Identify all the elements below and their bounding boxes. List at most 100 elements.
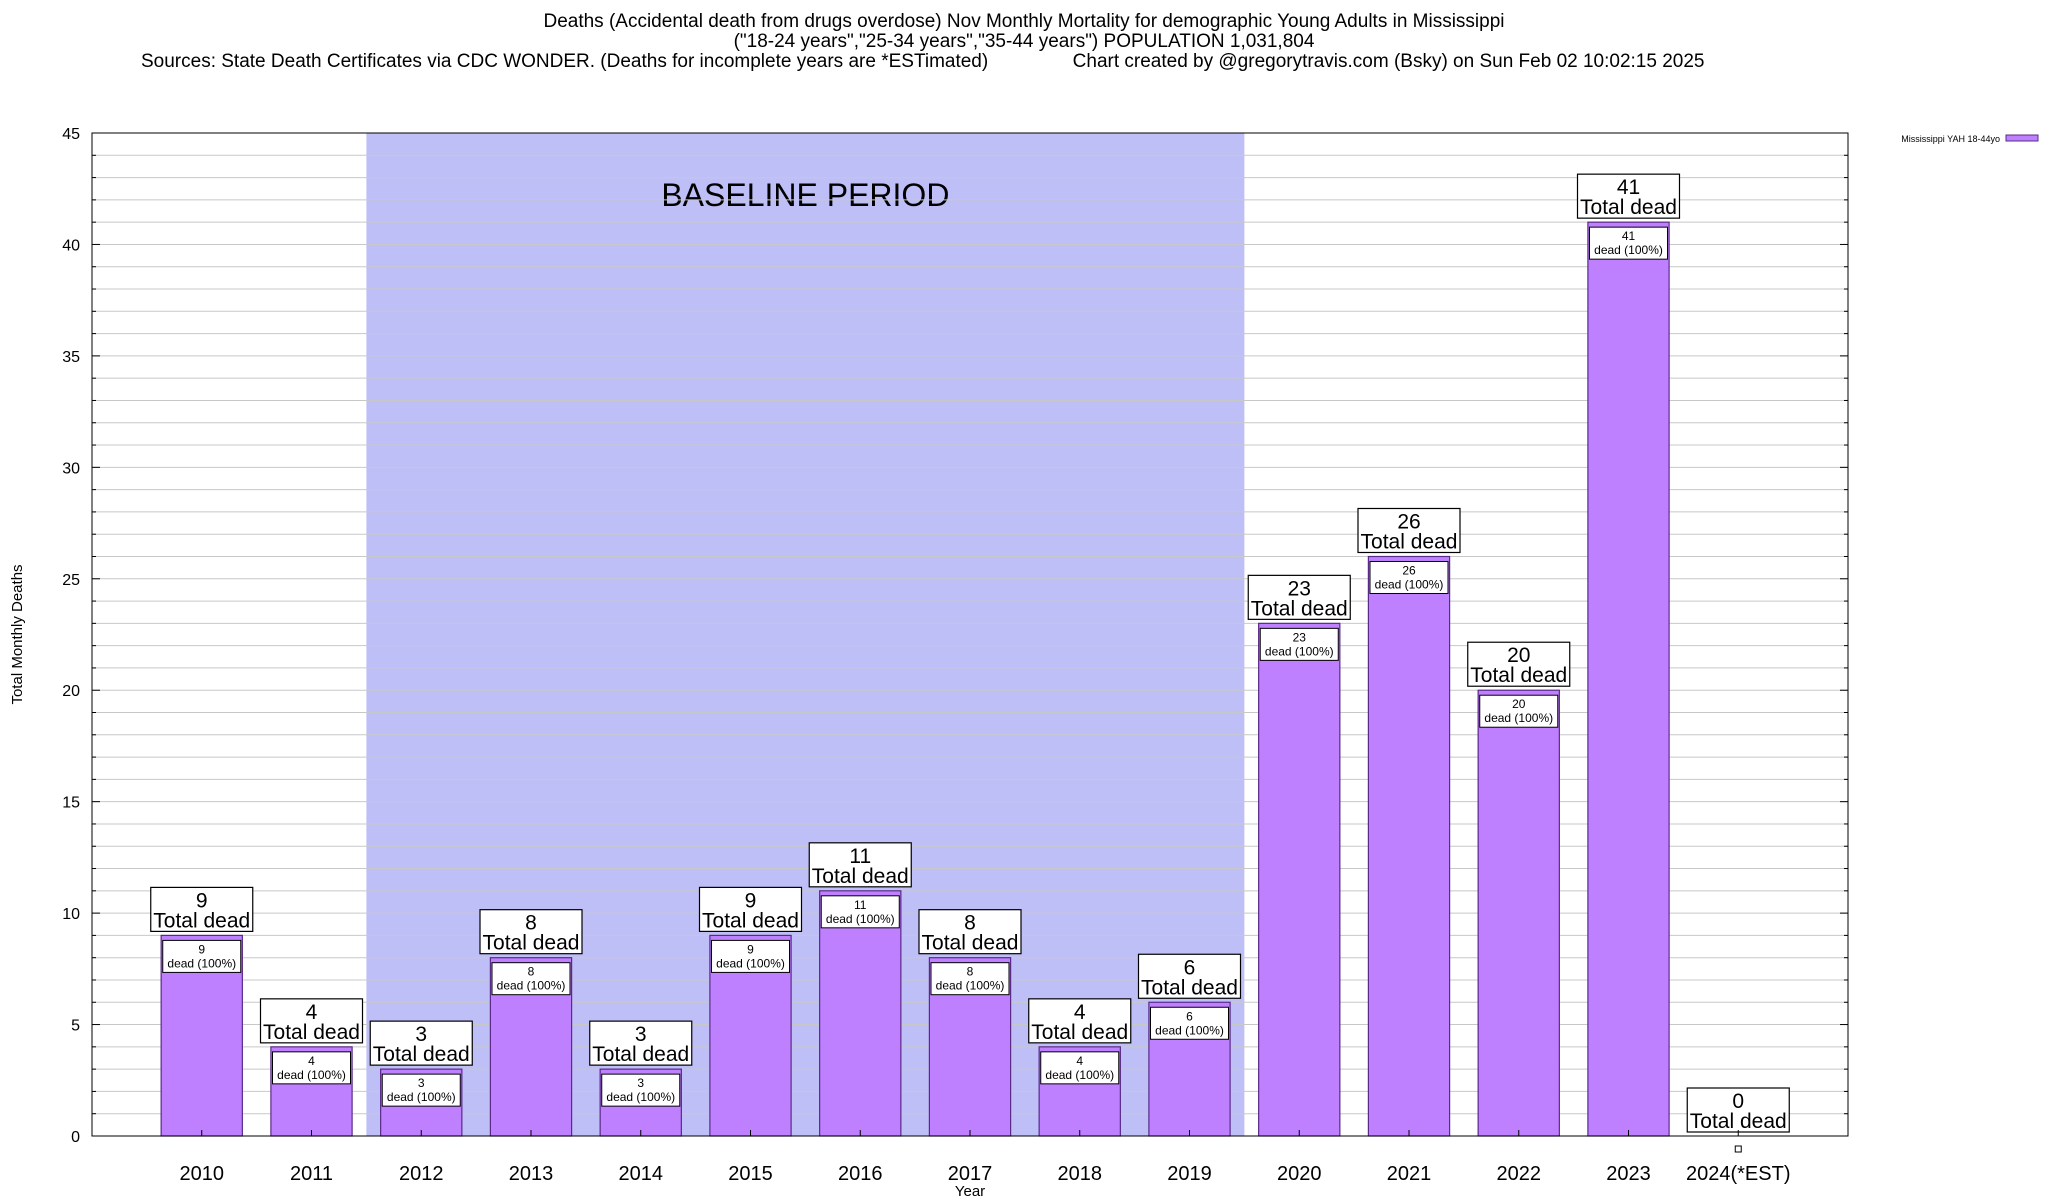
bar-inner-value: 6 bbox=[1186, 1009, 1193, 1023]
bar-inner-value: 26 bbox=[1402, 563, 1416, 577]
bar-total-value: 11 bbox=[849, 845, 871, 868]
y-tick-label: 0 bbox=[71, 1129, 80, 1146]
bar-total-label-box bbox=[1028, 998, 1132, 1044]
bar-inner-percent-label: dead (100%) bbox=[387, 1090, 456, 1104]
bar-inner-percent-label: dead (100%) bbox=[167, 956, 236, 970]
legend-swatch bbox=[2005, 134, 2039, 142]
bar-inner-label-box bbox=[272, 1051, 351, 1085]
legend-label: Mississippi YAH 18-44yo bbox=[1901, 134, 2000, 144]
bar-inner-value: 11 bbox=[854, 898, 867, 912]
x-tick-label: 2020 bbox=[1277, 1163, 1322, 1185]
chart-title-line-2: ("18-24 years","25-34 years","35-44 year… bbox=[733, 31, 1315, 52]
bar-total-caption: Total dead bbox=[153, 909, 250, 932]
bar-inner-value: 23 bbox=[1293, 630, 1307, 644]
x-tick-label: 2010 bbox=[180, 1163, 225, 1185]
bar-total-label-box bbox=[1686, 1087, 1790, 1133]
bar-total-value: 6 bbox=[1184, 956, 1196, 979]
bar-total-value: 9 bbox=[196, 889, 208, 912]
bar-total-value: 3 bbox=[415, 1023, 427, 1046]
bar-inner-label-box bbox=[601, 1073, 681, 1107]
x-tick-label: 2012 bbox=[399, 1163, 444, 1185]
bar-total-caption: Total dead bbox=[812, 865, 909, 888]
bar-inner-label-box bbox=[1589, 226, 1668, 260]
bar-total-value: 20 bbox=[1507, 644, 1530, 667]
bar-inner-label-box bbox=[1040, 1051, 1120, 1085]
bar-inner-value: 3 bbox=[418, 1076, 425, 1090]
bar-total-value: 8 bbox=[964, 912, 976, 935]
x-tick-label: 2016 bbox=[838, 1163, 883, 1185]
bar-total-value: 8 bbox=[525, 912, 537, 935]
bar-inner-label-box bbox=[1369, 560, 1449, 594]
bar-inner-percent-label: dead (100%) bbox=[1155, 1023, 1224, 1037]
x-tick-label: 2015 bbox=[728, 1163, 773, 1185]
bar-total-label-box bbox=[369, 1020, 473, 1066]
bar-inner-percent-label: dead (100%) bbox=[1045, 1068, 1114, 1082]
bar-total-value: 23 bbox=[1288, 577, 1311, 600]
bar-total-caption: Total dead bbox=[1031, 1021, 1128, 1044]
bar-total-label-box bbox=[1357, 507, 1461, 554]
bar-total-caption: Total dead bbox=[1470, 664, 1567, 687]
bar-total-caption: Total dead bbox=[1580, 196, 1677, 219]
bar-inner-label-box bbox=[711, 939, 790, 973]
bar-inner-percent-label: dead (100%) bbox=[1375, 577, 1444, 591]
bar bbox=[1587, 221, 1670, 1137]
bar-inner-label-box bbox=[930, 962, 1010, 996]
bar-total-label-box bbox=[1576, 173, 1681, 219]
bar-total-label-box bbox=[259, 998, 364, 1044]
bar-total-value: 9 bbox=[745, 889, 757, 912]
bar-total-caption: Total dead bbox=[1690, 1110, 1787, 1133]
bar-inner-label-box bbox=[491, 962, 571, 996]
bar-inner-percent-label: dead (100%) bbox=[936, 979, 1005, 993]
legend: Mississippi YAH 18-44yo bbox=[1901, 134, 2039, 144]
bar-inner-value: 4 bbox=[308, 1054, 315, 1068]
y-tick-label: 45 bbox=[62, 126, 80, 143]
bar bbox=[1477, 689, 1560, 1137]
y-tick-label: 15 bbox=[62, 795, 80, 812]
bar-total-caption: Total dead bbox=[1361, 530, 1458, 553]
bar-inner-percent-label: dead (100%) bbox=[277, 1068, 346, 1082]
bar-total-value: 3 bbox=[635, 1023, 647, 1046]
x-tick-label: 2018 bbox=[1058, 1163, 1103, 1185]
y-tick-label: 20 bbox=[62, 683, 80, 700]
bar-total-value: 26 bbox=[1397, 510, 1420, 533]
x-tick-label: 2014 bbox=[619, 1163, 664, 1185]
y-tick-label: 30 bbox=[62, 460, 80, 477]
bar-total-caption: Total dead bbox=[592, 1043, 689, 1066]
bar-total-caption: Total dead bbox=[1251, 597, 1348, 620]
bar-inner-value: 41 bbox=[1622, 229, 1636, 243]
bar-inner-label-box bbox=[1479, 694, 1559, 728]
x-tick-label: 2013 bbox=[509, 1163, 554, 1185]
bar-inner-value: 8 bbox=[528, 965, 535, 979]
chart-title-line-3: Sources: State Death Certificates via CD… bbox=[141, 51, 1705, 72]
x-tick-label: 2019 bbox=[1167, 1163, 1212, 1185]
chart-title-line-1: Deaths (Accidental death from drugs over… bbox=[543, 11, 1505, 32]
bar-total-label-box bbox=[150, 886, 254, 933]
bar-inner-label-box bbox=[1259, 627, 1339, 661]
y-axis-label: Total Monthly Deaths bbox=[9, 564, 26, 704]
x-tick-label: 2024(*EST) bbox=[1686, 1163, 1791, 1185]
bar bbox=[1367, 555, 1451, 1137]
bar-total-value: 4 bbox=[1074, 1001, 1086, 1024]
y-tick-label: 25 bbox=[62, 572, 80, 589]
baseline-band-label: BASELINE PERIOD bbox=[661, 177, 949, 213]
bar-inner-label-box bbox=[1150, 1006, 1229, 1040]
bar-total-label-box bbox=[1467, 641, 1571, 687]
bar-total-caption: Total dead bbox=[702, 909, 799, 932]
bar bbox=[1258, 622, 1341, 1137]
bar-inner-value: 4 bbox=[1076, 1054, 1083, 1068]
bar-total-caption: Total dead bbox=[483, 932, 580, 955]
bar-inner-percent-label: dead (100%) bbox=[1484, 711, 1553, 725]
